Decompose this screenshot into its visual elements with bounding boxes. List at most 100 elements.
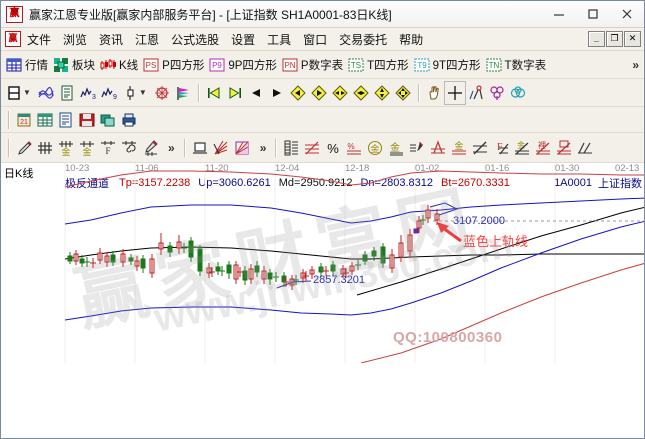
drawing-group1-overflow-chevron[interactable]: » [168, 140, 175, 155]
security-code: 1A0001 [554, 177, 592, 189]
zoom-v-diamond-button[interactable] [372, 82, 392, 104]
grid-lines-button[interactable] [35, 137, 55, 159]
step-left-button[interactable] [246, 82, 266, 104]
gann-fan-icon [154, 85, 169, 100]
gold-lines-button[interactable]: 金 [449, 137, 469, 159]
red-box-angle-button[interactable] [554, 137, 574, 159]
save-disk-icon [79, 113, 95, 126]
menu-item-trade[interactable]: 交易委托 [339, 32, 388, 47]
scroll-left-diamond-button[interactable] [288, 82, 308, 104]
toolbar-button-9t-square[interactable]: T9 9T四方形 [412, 54, 483, 76]
six-angle-icon [431, 139, 446, 153]
print-setup-button[interactable] [119, 109, 139, 131]
crosshair-button[interactable] [443, 80, 466, 105]
menu-item-news[interactable]: 资讯 [99, 32, 124, 47]
menu-item-window[interactable]: 窗口 [303, 32, 328, 47]
compass-draw-button[interactable] [466, 82, 486, 104]
menu-item-gann[interactable]: 江恩 [135, 32, 160, 47]
menu-item-file[interactable]: 文件 [27, 32, 52, 47]
annotation-arrow-icon [437, 222, 462, 243]
shaded-fan-button[interactable] [232, 137, 252, 159]
sub-chart-3-button[interactable]: 3 [78, 82, 98, 104]
pan-left-diamond-button[interactable] [309, 82, 329, 104]
fan-lines-button[interactable] [211, 137, 231, 159]
save-button[interactable] [77, 109, 97, 131]
chevron-down-icon[interactable]: ▼ [23, 88, 31, 97]
last-page-button[interactable] [225, 82, 245, 104]
fib-f-button[interactable]: F [98, 137, 118, 159]
ladder-scale-button[interactable] [281, 137, 301, 159]
toolbar-button-quote[interactable]: 行情 [4, 54, 50, 76]
data-grid-button[interactable] [35, 109, 55, 131]
hand-pan-button[interactable] [424, 82, 444, 104]
gann-gold-1-button[interactable]: 金 [56, 137, 76, 159]
svg-text:金: 金 [371, 143, 380, 154]
notes-list-button[interactable] [56, 109, 76, 131]
copy-pages-button[interactable] [98, 109, 118, 131]
pen-grid-button[interactable] [140, 137, 160, 159]
flower-tool-button[interactable] [487, 82, 507, 104]
toolbar-button-kline[interactable]: K线 [98, 54, 140, 76]
gann-gold-2-button[interactable]: 金 [77, 137, 97, 159]
percent-channel-button[interactable] [302, 137, 322, 159]
six-angle-button[interactable] [428, 137, 448, 159]
drawing-group2-overflow-chevron[interactable]: » [259, 140, 267, 155]
zoom-h-diamond-button[interactable] [351, 82, 371, 104]
percent-channel-icon [305, 141, 320, 154]
color-flag-button[interactable] [173, 82, 193, 104]
sub-chart-9-button[interactable]: 9 [99, 82, 119, 104]
grid-lines-icon [38, 141, 52, 154]
percent-button[interactable]: % [323, 137, 343, 159]
f-angle-button[interactable]: F [491, 137, 511, 159]
rect-box-button[interactable] [190, 137, 210, 159]
mdi-window-controls: _ ❐ ✕ [588, 31, 644, 47]
mdi-minimize-button[interactable]: _ [588, 31, 605, 47]
zoom-all-diamond-button[interactable] [393, 82, 413, 104]
svg-text:3: 3 [92, 94, 96, 101]
toolbar-label-t-number-table: T数字表 [504, 59, 547, 72]
wave-overlay-button[interactable] [36, 82, 56, 104]
first-page-button[interactable] [204, 82, 224, 104]
toolbar-button-sector[interactable]: 板块 [51, 54, 97, 76]
period-selector-button[interactable]: ▼ [4, 82, 35, 104]
gann-gold-2-icon: 金 [80, 140, 94, 156]
svg-text:TN: TN [488, 61, 499, 70]
menu-item-tools[interactable]: 工具 [267, 32, 292, 47]
step-right-button[interactable] [267, 82, 287, 104]
ink-pen-button[interactable] [407, 137, 427, 159]
toolbar-overflow-chevron[interactable]: » [632, 57, 639, 72]
pan-right-diamond-button[interactable] [330, 82, 350, 104]
chevron-down-icon[interactable]: ▼ [138, 88, 147, 97]
angle-up-button[interactable] [470, 137, 490, 159]
mdi-restore-button[interactable]: ❐ [606, 31, 623, 47]
red-angle-button[interactable]: 裡 [533, 137, 553, 159]
toolbar-button-p-square[interactable]: PS P四方形 [141, 54, 206, 76]
gold-angle-button[interactable]: 金 [512, 137, 532, 159]
double-angle-button[interactable] [575, 137, 595, 159]
maximize-icon[interactable] [576, 2, 610, 26]
toolbar-button-t-number-table[interactable]: TN T数字表 [484, 54, 549, 76]
calendar-button[interactable]: 21 [14, 109, 34, 131]
menu-item-settings[interactable]: 设置 [231, 32, 256, 47]
toolbar-button-t-square[interactable]: TS T四方形 [346, 54, 411, 76]
pen-draw-button[interactable] [14, 137, 34, 159]
menu-item-help[interactable]: 帮助 [399, 32, 424, 47]
param-md: Md=2950.9212 [278, 177, 353, 189]
chart-area[interactable]: 日K线 10-23 11-06 11-20 12-04 12-18 01-02 … [1, 163, 644, 438]
gold-circle-button[interactable]: 金 [365, 137, 385, 159]
toolbar-button-p-number-table[interactable]: PN P数字表 [280, 54, 345, 76]
menu-item-browse[interactable]: 浏览 [63, 32, 88, 47]
minimize-icon[interactable] [542, 2, 576, 26]
mdi-close-button[interactable]: ✕ [624, 31, 641, 47]
gold-scale-button[interactable]: 金 [386, 137, 406, 159]
spiral-button[interactable] [119, 137, 139, 159]
menu-item-formula-pick[interactable]: 公式选股 [171, 32, 220, 47]
close-icon[interactable] [610, 2, 644, 26]
report-page-button[interactable] [57, 82, 77, 104]
gann-fan-button[interactable] [152, 82, 172, 104]
ps-square-icon: PS [143, 58, 159, 71]
cycle-tool-button[interactable] [508, 82, 528, 104]
candle-style-button[interactable]: ▼ [120, 82, 151, 104]
toolbar-button-9p-square[interactable]: P9 9P四方形 [207, 54, 279, 76]
percent-lines-button[interactable]: % [344, 137, 364, 159]
